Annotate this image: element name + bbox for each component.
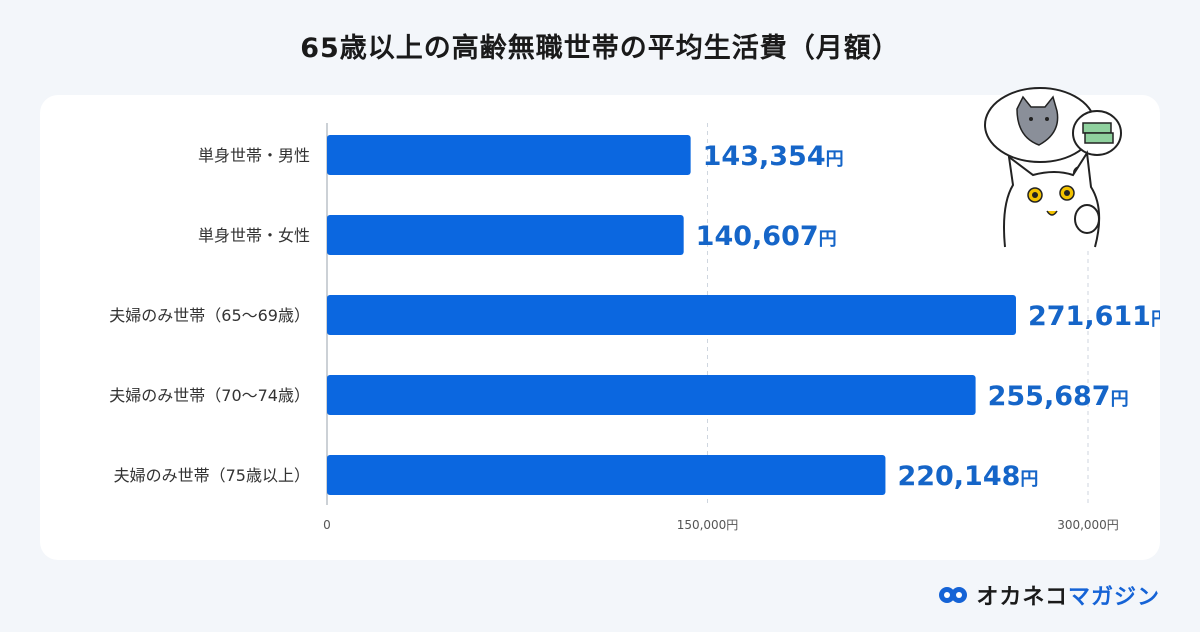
okaneko-logo-icon xyxy=(939,587,968,603)
value-label: 143,354円 xyxy=(703,141,844,172)
category-label: 夫婦のみ世帯（75歳以上） xyxy=(114,466,310,485)
category-label: 夫婦のみ世帯（70～74歳） xyxy=(109,386,310,405)
value-label: 271,611円 xyxy=(1028,301,1160,332)
bar xyxy=(327,455,886,495)
value-label: 255,687円 xyxy=(988,381,1129,412)
x-tick-label: 0 xyxy=(323,518,331,532)
category-label: 夫婦のみ世帯（65～69歳） xyxy=(109,306,310,325)
bar xyxy=(327,215,684,255)
category-label: 単身世帯・男性 xyxy=(198,146,310,165)
bar xyxy=(327,295,1016,335)
value-label: 140,607円 xyxy=(696,221,837,252)
bar xyxy=(327,375,976,415)
thinking-cat-icon xyxy=(984,87,1122,248)
chart-card: 0 150,000円 300,000円 単身世帯・男性 143,354円単身世帯・女性 1… xyxy=(40,87,1160,560)
x-tick-label: 300,000円 xyxy=(1057,518,1119,532)
category-label: 単身世帯・女性 xyxy=(198,226,310,245)
brand-name: オカネコマガジン xyxy=(976,585,1160,610)
bar xyxy=(327,135,691,175)
value-label: 220,148円 xyxy=(897,461,1038,492)
x-tick-label: 150,000円 xyxy=(677,518,739,532)
page-title: 65歳以上の高齢無職世帯の平均生活費（月額） xyxy=(300,33,900,64)
brand-logo: オカネコマガジン xyxy=(938,580,1160,610)
